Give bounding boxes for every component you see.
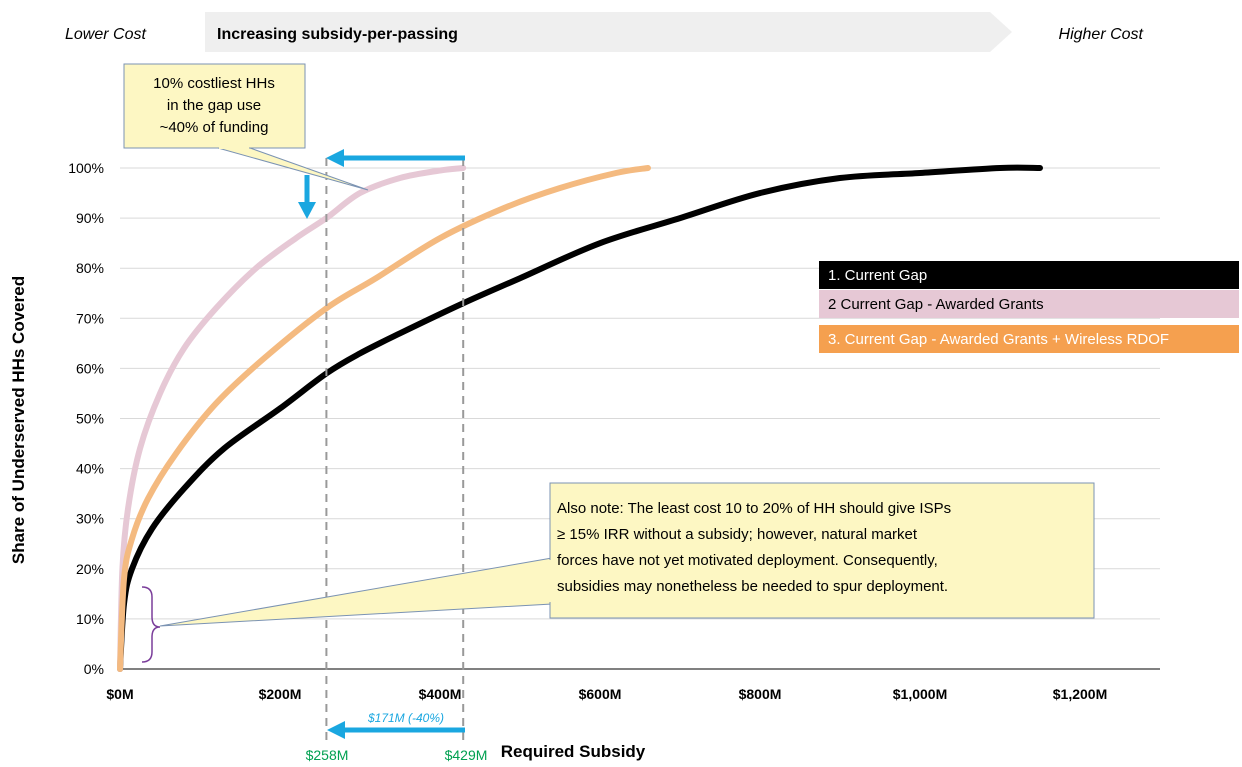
bottom-callout-line-2: ≥ 15% IRR without a subsidy; however, na… bbox=[557, 526, 918, 543]
low-cost-brace bbox=[141, 586, 161, 663]
top-callout-line-2: in the gap use bbox=[167, 97, 261, 114]
x-tick-label: $1,000M bbox=[893, 686, 947, 702]
x-tick-label: $0M bbox=[106, 686, 133, 702]
bottom-callout-box bbox=[549, 482, 1095, 619]
legend-entry-1: 1. Current Gap bbox=[828, 267, 927, 284]
x-tick-label: $1,200M bbox=[1053, 686, 1107, 702]
right-marker-label: $429M bbox=[445, 747, 488, 763]
y-axis-ticks: 0% 10% 20% 30% 40% 50% 60% 70% 80% 90% 100% bbox=[68, 160, 104, 677]
bottom-callout-pointer bbox=[159, 557, 553, 627]
left-marker-label: $258M bbox=[306, 747, 349, 763]
y-axis-title: Share of Underserved HHs Covered bbox=[9, 276, 28, 564]
banner-right-label: Higher Cost bbox=[1059, 26, 1144, 43]
subsidy-markers bbox=[325, 158, 465, 742]
banner-arrow bbox=[205, 12, 1012, 52]
x-tick-label: $800M bbox=[739, 686, 782, 702]
y-tick-label: 10% bbox=[76, 611, 104, 627]
legend-entry-2: 2 Current Gap - Awarded Grants bbox=[828, 296, 1044, 313]
top-arrow-head bbox=[326, 149, 344, 167]
y-tick-label: 20% bbox=[76, 561, 104, 577]
y-tick-label: 90% bbox=[76, 210, 104, 226]
bottom-callout-line-3: forces have not yet motivated deployment… bbox=[557, 552, 938, 569]
bottom-callout: Also note: The least cost 10 to 20% of H… bbox=[141, 482, 1095, 663]
blue-arrows bbox=[298, 149, 465, 739]
bottom-arrow-head bbox=[327, 721, 345, 739]
down-arrow-head bbox=[298, 202, 316, 219]
y-tick-label: 60% bbox=[76, 360, 104, 376]
y-tick-label: 40% bbox=[76, 461, 104, 477]
x-axis-ticks: $0M $200M $400M $600M $800M $1,000M $1,200M bbox=[106, 686, 1107, 702]
cost-banner: Lower Cost Increasing subsidy-per-passin… bbox=[65, 12, 1144, 52]
series-lines bbox=[117, 164, 1043, 672]
y-tick-label: 0% bbox=[84, 661, 104, 677]
y-tick-label: 80% bbox=[76, 260, 104, 276]
legend: 1. Current Gap 2 Current Gap - Awarded Gr… bbox=[819, 261, 1239, 353]
banner-left-label: Lower Cost bbox=[65, 26, 146, 43]
top-callout-line-3: ~40% of funding bbox=[160, 119, 269, 136]
legend-swatch-3 bbox=[819, 325, 1239, 353]
top-callout-box bbox=[123, 63, 306, 149]
legend-entry-3: 3. Current Gap - Awarded Grants + Wirele… bbox=[828, 331, 1169, 348]
difference-label: $171M (-40%) bbox=[367, 711, 444, 725]
x-tick-label: $400M bbox=[419, 686, 462, 702]
bottom-callout-line-1: Also note: The least cost 10 to 20% of H… bbox=[557, 500, 951, 517]
y-tick-label: 30% bbox=[76, 511, 104, 527]
legend-swatch-1 bbox=[819, 261, 1239, 289]
x-tick-label: $200M bbox=[259, 686, 302, 702]
top-callout-pointer bbox=[217, 147, 369, 191]
top-callout: 10% costliest HHs in the gap use ~40% of… bbox=[123, 63, 369, 191]
y-tick-label: 70% bbox=[76, 310, 104, 326]
y-tick-label: 100% bbox=[68, 160, 104, 176]
banner-center-label: Increasing subsidy-per-passing bbox=[217, 26, 458, 43]
top-callout-line-1: 10% costliest HHs bbox=[153, 75, 275, 92]
bottom-callout-line-4: subsidies may nonetheless be needed to s… bbox=[557, 578, 948, 595]
legend-swatch-2 bbox=[819, 290, 1239, 318]
x-tick-label: $600M bbox=[579, 686, 622, 702]
x-axis-title: Required Subsidy bbox=[501, 742, 646, 761]
y-tick-label: 50% bbox=[76, 411, 104, 427]
